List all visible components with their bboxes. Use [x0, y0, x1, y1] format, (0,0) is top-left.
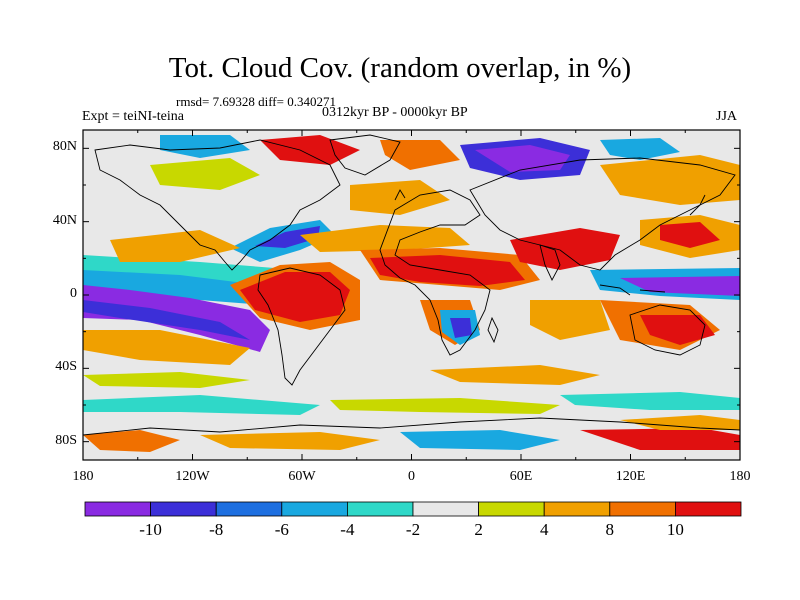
stats-label: rmsd= 7.69328 diff= 0.340271 [176, 94, 336, 109]
colorbar [84, 501, 742, 517]
longitude-tick-label: 60E [509, 469, 533, 484]
season-label: JJA [716, 109, 738, 124]
colorbar-box [215, 501, 283, 517]
colorbar-box [543, 501, 611, 517]
colorbar-label: 10 [666, 520, 684, 539]
colorbar-label: -2 [405, 520, 421, 539]
longitude-tick-label: 0 [408, 469, 415, 484]
longitude-tick-label: 120E [615, 469, 646, 484]
latitude-tick-label: 80S [55, 432, 77, 448]
latitude-tick-label: 40S [55, 359, 77, 375]
longitude-tick-label: 180 [729, 469, 751, 484]
colorbar-box [281, 501, 348, 517]
colorbar-box [412, 501, 479, 517]
colorbar-box [84, 501, 151, 517]
longitude-tick-label: 60W [288, 469, 316, 484]
colorbar-label: 4 [539, 520, 549, 539]
colorbar-label: -6 [274, 520, 289, 539]
longitude-tick-label: 180 [72, 469, 94, 484]
colorbar-box [150, 501, 217, 517]
latitude-tick-label: 40N [52, 212, 77, 228]
period-label: 0312kyr BP - 0000kyr BP [322, 105, 468, 120]
colorbar-label: -4 [340, 520, 355, 539]
coastlines [83, 134, 740, 436]
anomaly-field [83, 135, 740, 452]
colorbar-box [346, 501, 414, 517]
colorbar-box [675, 501, 742, 517]
longitude-tick-label: 120W [175, 469, 210, 484]
map-ticks [82, 130, 741, 460]
colorbar-label: -8 [209, 520, 224, 539]
latitude-tick-label: 80N [52, 139, 77, 155]
colorbar-box [478, 501, 545, 517]
colorbar-box [609, 501, 676, 517]
plot-title: Tot. Cloud Cov. (random overlap, in %) [168, 52, 632, 84]
colorbar-label: 2 [474, 520, 483, 539]
colorbar-label: -10 [139, 520, 162, 539]
colorbar-label: 8 [605, 520, 615, 539]
latitude-tick-label: 0 [70, 286, 77, 301]
experiment-label: Expt = teiNI-teina [82, 109, 184, 124]
